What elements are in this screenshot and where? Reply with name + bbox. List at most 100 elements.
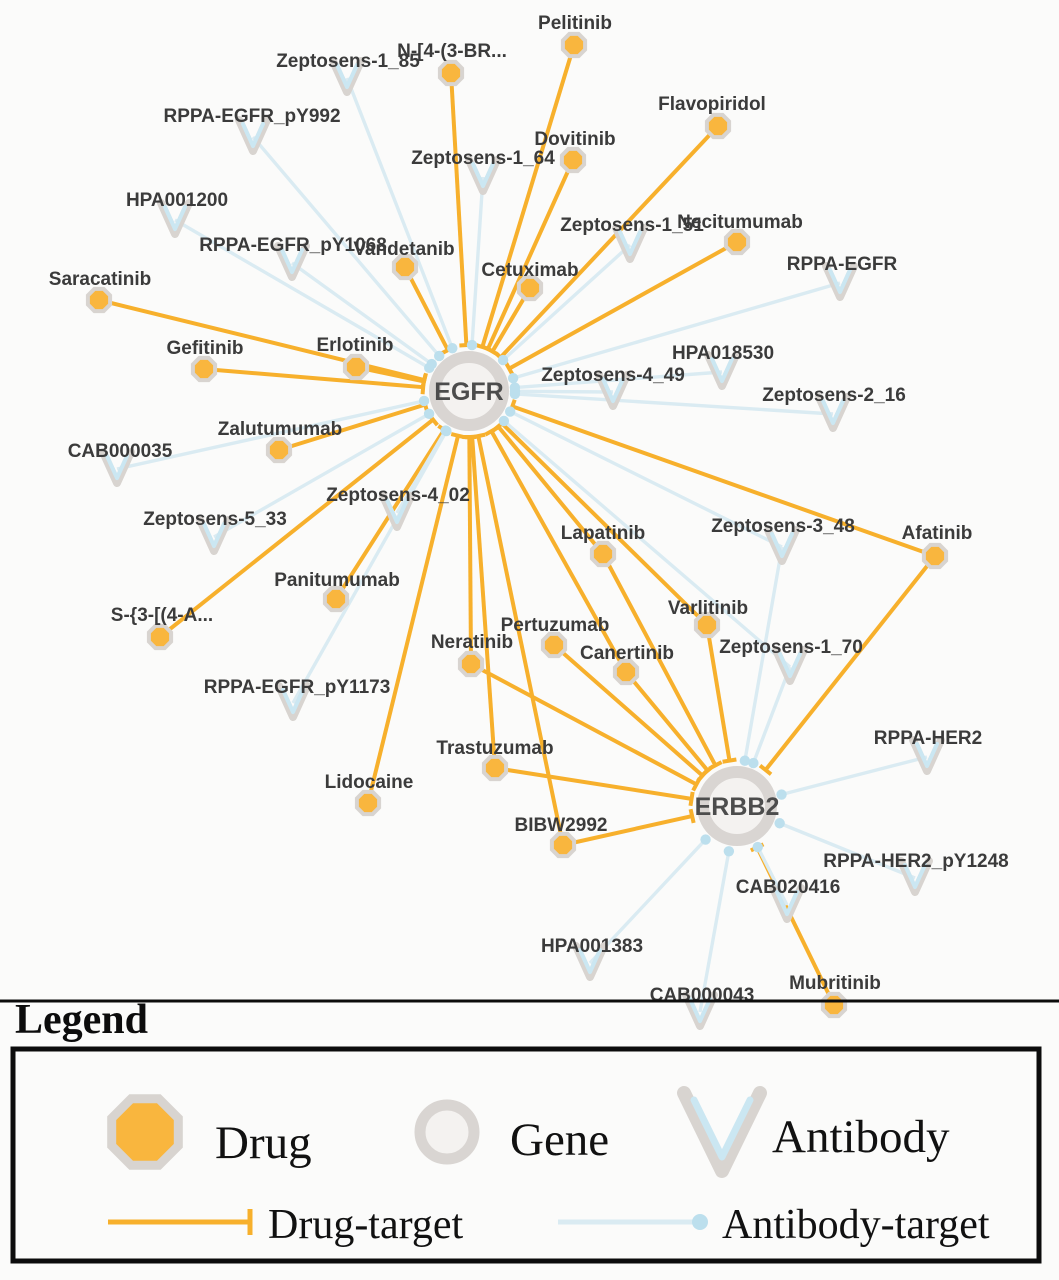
antibody-node-zeptosens-1-70[interactable] (772, 646, 808, 685)
antibody-node-zeptosens-5-33[interactable] (196, 516, 232, 555)
drug-label-cetuximab: Cetuximab (481, 260, 578, 281)
antibody-target-edge-zeptosens-1-85-egfr (345, 77, 454, 349)
antibody-node-cab000035[interactable] (99, 448, 135, 487)
drug-label-saracatinib: Saracatinib (49, 269, 151, 290)
antibody-node-zeptosens-1-51[interactable] (612, 224, 648, 263)
antibody-legend-icon-inner (690, 1096, 754, 1161)
antibody-target-edge-rppa-her2-py1248-erbb2-dot (774, 818, 785, 829)
drug-target-edge-cetuximab-egfr-tbar (485, 346, 500, 357)
antibody-label-zeptosens-2-16: Zeptosens-2_16 (762, 385, 906, 406)
antibody-label-zeptosens-5-33: Zeptosens-5_33 (143, 509, 287, 530)
drug-label-trastuzumab: Trastuzumab (436, 738, 553, 759)
drug-label-s-3-4-a: S-{3-[(4-A... (111, 605, 213, 626)
antibody-node-zeptosens-1-85[interactable] (329, 57, 365, 96)
antibody-node-hpa001383[interactable] (572, 942, 608, 981)
antibody-node-inner-zeptosens-5-33 (202, 522, 226, 548)
antibody-node-rppa-egfr-py1068[interactable] (274, 242, 310, 281)
drug-target-edge-varlitinib-egfr (500, 421, 709, 627)
drug-target-edge-varlitinib-erbb2-tbar (722, 757, 737, 764)
antibody-target-edge-cab000043-erbb2 (698, 850, 731, 1013)
drug-target-edge-trastuzumab-erbb2 (494, 766, 692, 801)
antibody-node-inner-rppa-her2 (915, 742, 939, 768)
drug-label-bibw2992: BIBW2992 (515, 815, 608, 836)
drug-target-edge-canertinib-erbb2-tbar (700, 764, 715, 777)
antibody-target-edge-hpa001200-egfr (174, 218, 431, 370)
drug-node-lidocaine[interactable] (354, 789, 382, 817)
drug-node-canertinib[interactable] (612, 658, 640, 686)
drug-node-varlitinib[interactable] (693, 611, 721, 639)
antibody-node-zeptosens-4-49[interactable] (595, 371, 631, 410)
drug-target-edge-necitumumab-egfr-tbar (504, 361, 515, 376)
drug-node-trastuzumab[interactable] (481, 754, 509, 782)
drug-node-neratinib[interactable] (457, 650, 485, 678)
drug-node-cetuximab[interactable] (516, 274, 544, 302)
drug-target-edge-flavopiridol-egfr (499, 124, 720, 359)
drug-label-erlotinib: Erlotinib (316, 335, 393, 356)
antibody-node-rppa-egfr[interactable] (822, 262, 858, 301)
antibody-node-rppa-her2[interactable] (909, 736, 945, 775)
edges-layer (98, 44, 937, 1013)
drug-target-edge-lidocaine-egfr (366, 435, 460, 804)
drug-node-n-4-3-br[interactable] (437, 59, 465, 87)
drug-label-vandetanib: Vandetanib (353, 239, 454, 260)
antibody-label-zeptosens-3-48: Zeptosens-3_48 (711, 516, 855, 537)
drug-node-saracatinib[interactable] (85, 286, 113, 314)
drug-node-flavopiridol[interactable] (704, 112, 732, 140)
antibody-node-inner-zeptosens-1-85 (335, 63, 359, 89)
drug-node-zalutumumab[interactable] (265, 436, 293, 464)
antibody-node-inner-rppa-egfr-py1068 (280, 248, 304, 274)
antibody-target-edge-zeptosens-1-51-egfr-dot (497, 354, 509, 366)
antibody-node-cab020416[interactable] (769, 884, 805, 923)
antibody-target-edge-zeptosens-1-85-egfr-dot (447, 342, 458, 354)
drug-node-bibw2992[interactable] (549, 831, 577, 859)
antibody-node-rppa-her2-py1248[interactable] (897, 857, 933, 896)
antibody-node-rppa-egfr-py1173[interactable] (275, 682, 311, 721)
gene-node-egfr[interactable] (429, 351, 509, 431)
drug-node-erlotinib[interactable] (342, 353, 370, 381)
drug-node-panitumumab[interactable] (322, 585, 350, 613)
drug-node-vandetanib[interactable] (391, 253, 419, 281)
drug-node-lapatinib[interactable] (589, 540, 617, 568)
drug-label-dovitinib: Dovitinib (534, 129, 615, 150)
drug-node-pelitinib[interactable] (560, 31, 588, 59)
drug-node-mubritinib[interactable] (820, 991, 848, 1019)
drug-target-edge-necitumumab-egfr (508, 240, 738, 371)
antibody-label-cab000035: CAB000035 (68, 441, 173, 462)
gene-legend-icon (414, 1099, 480, 1165)
antibody-node-inner-zeptosens-4-49 (601, 377, 625, 403)
antibody-node-zeptosens-1-64[interactable] (465, 156, 501, 195)
antibody-label-rppa-egfr-py1173: RPPA-EGFR_pY1173 (204, 677, 391, 698)
antibody-target-edge-zeptosens-1-70-egfr-dot (498, 415, 510, 427)
antibody-node-zeptosens-4-02[interactable] (379, 492, 415, 531)
drug-target-edge-vandetanib-egfr (403, 266, 450, 352)
drug-node-s-3-4-a[interactable] (146, 623, 174, 651)
antibody-node-zeptosens-3-48[interactable] (764, 526, 800, 565)
antibody-node-cab000043[interactable] (682, 991, 718, 1030)
antibody-node-hpa018530[interactable] (704, 351, 740, 390)
antibody-label-cab000043: CAB000043 (650, 985, 755, 1006)
antibody-node-inner-zeptosens-1-70 (778, 652, 802, 678)
antibody-label-hpa018530: HPA018530 (672, 343, 774, 364)
drug-target-edge-trastuzumab-erbb2-tbar (688, 791, 695, 807)
antibody-node-zeptosens-2-16[interactable] (815, 393, 851, 432)
drug-node-gefitinib[interactable] (190, 355, 218, 383)
drug-target-edge-n-4-3-br-egfr (449, 72, 469, 346)
antibody-target-edge-hpa018530-egfr (514, 370, 723, 390)
drug-node-dovitinib[interactable] (559, 146, 587, 174)
antibody-node-rppa-egfr-py992[interactable] (235, 116, 271, 155)
drug-node-necitumumab[interactable] (723, 228, 751, 256)
gene-node-erbb2[interactable] (697, 766, 777, 846)
drug-target-edge-canertinib-egfr-tbar (484, 425, 499, 437)
drug-node-afatinib[interactable] (921, 542, 949, 570)
antibody-node-inner-zeptosens-1-64 (471, 162, 495, 188)
drug-target-edge-canertinib-erbb2 (624, 670, 710, 772)
antibody-target-edge-rppa-egfr-py1173-egfr (291, 430, 448, 704)
antibody-node-hpa001200[interactable] (157, 199, 193, 238)
drug-label-afatinib: Afatinib (902, 523, 973, 544)
antibody-target-edge-zeptosens-3-48-egfr (509, 409, 783, 549)
antibody-label-hpa001383: HPA001383 (541, 936, 643, 957)
drug-node-pertuzumab[interactable] (540, 631, 568, 659)
antibody-target-edge-rppa-egfr-py1068-egfr-dot (426, 358, 437, 370)
drug-legend-label: Drug (215, 1117, 312, 1169)
